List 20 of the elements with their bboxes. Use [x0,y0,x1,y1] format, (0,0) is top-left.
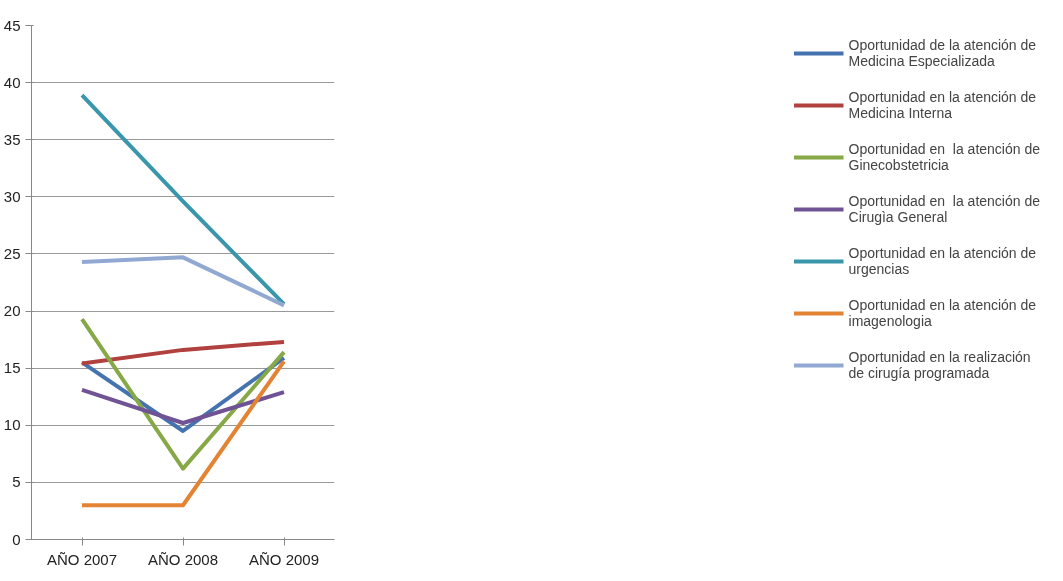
y-tick-label: 45 [3,16,21,34]
y-tick-label: 15 [3,359,21,377]
legend-label: Oportunidad de la atención de Medicina Especializada [848,36,1037,71]
x-tick-label: AÑO 2008 [147,550,219,568]
y-tick-label: 25 [3,244,21,262]
legend-label: Oportunidad en la atención de imagenologia [848,296,1037,331]
legend-label: Oportunidad en la atención de Cirugìa General [848,192,1040,227]
legend-label: Oportunidad en la atención de urgencias [848,244,1037,279]
y-tick-label: 20 [3,302,21,320]
x-tick-label: AÑO 2009 [248,550,320,568]
legend-label: Oportunidad en la realización de cirugía programada [848,348,1031,383]
legend-label: Oportunidad en la atención de Medicina Interna [848,88,1037,123]
y-tick-label: 30 [3,187,21,205]
y-tick-label: 40 [3,73,21,91]
y-tick-label: 5 [12,473,21,491]
x-tick-label: AÑO 2007 [46,550,118,568]
legend-label: Oportunidad en la atención de Ginecobstetricia [848,140,1040,175]
y-tick-label: 35 [3,130,21,148]
y-tick-label: 10 [3,416,21,434]
y-tick-label: 0 [12,530,21,548]
